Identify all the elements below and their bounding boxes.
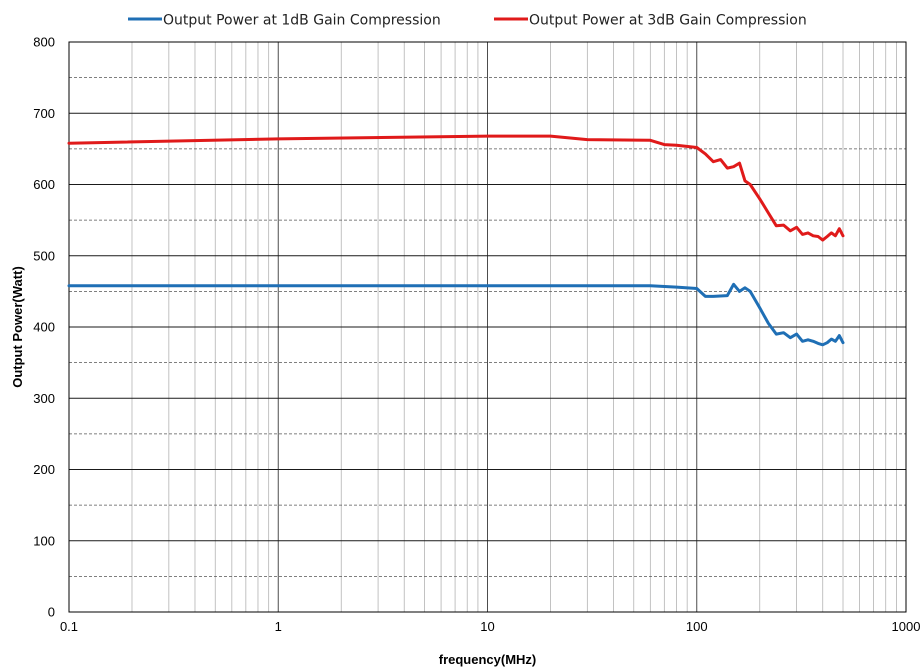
y-tick-label: 500 — [33, 248, 55, 263]
series-line-2 — [67, 134, 845, 242]
plot-area-frame — [68, 41, 907, 613]
y-tick-label: 300 — [33, 391, 55, 406]
y-tick-label: 700 — [33, 106, 55, 121]
y-tick-label: 200 — [33, 462, 55, 477]
x-tick-label: 100 — [686, 619, 708, 634]
legend-label-2: Output Power at 3dB Gain Compression — [529, 13, 807, 29]
y-tick-label: 600 — [33, 177, 55, 192]
grid — [68, 42, 907, 612]
x-tick-label: 1 — [275, 619, 282, 634]
x-tick-label: 0.1 — [60, 619, 78, 634]
x-axis-tick-labels: 0.1 1 10 100 1000 — [60, 619, 921, 634]
y-tick-label: 0 — [48, 605, 55, 620]
legend: Output Power at 1dB Gain Compression Outp… — [128, 13, 807, 29]
x-axis-title: frequency(MHz) — [439, 652, 537, 667]
y-axis-title: Output Power(Watt) — [10, 266, 25, 388]
y-tick-label: 100 — [33, 533, 55, 548]
legend-label-1: Output Power at 1dB Gain Compression — [163, 13, 441, 29]
x-tick-label: 10 — [480, 619, 494, 634]
y-tick-label: 400 — [33, 320, 55, 335]
y-axis-tick-labels: 0 100 200 300 400 500 600 700 800 — [33, 35, 55, 620]
x-tick-label: 1000 — [892, 619, 921, 634]
series-lines — [67, 134, 845, 347]
y-tick-label: 800 — [33, 35, 55, 50]
series-line-1 — [67, 282, 845, 347]
